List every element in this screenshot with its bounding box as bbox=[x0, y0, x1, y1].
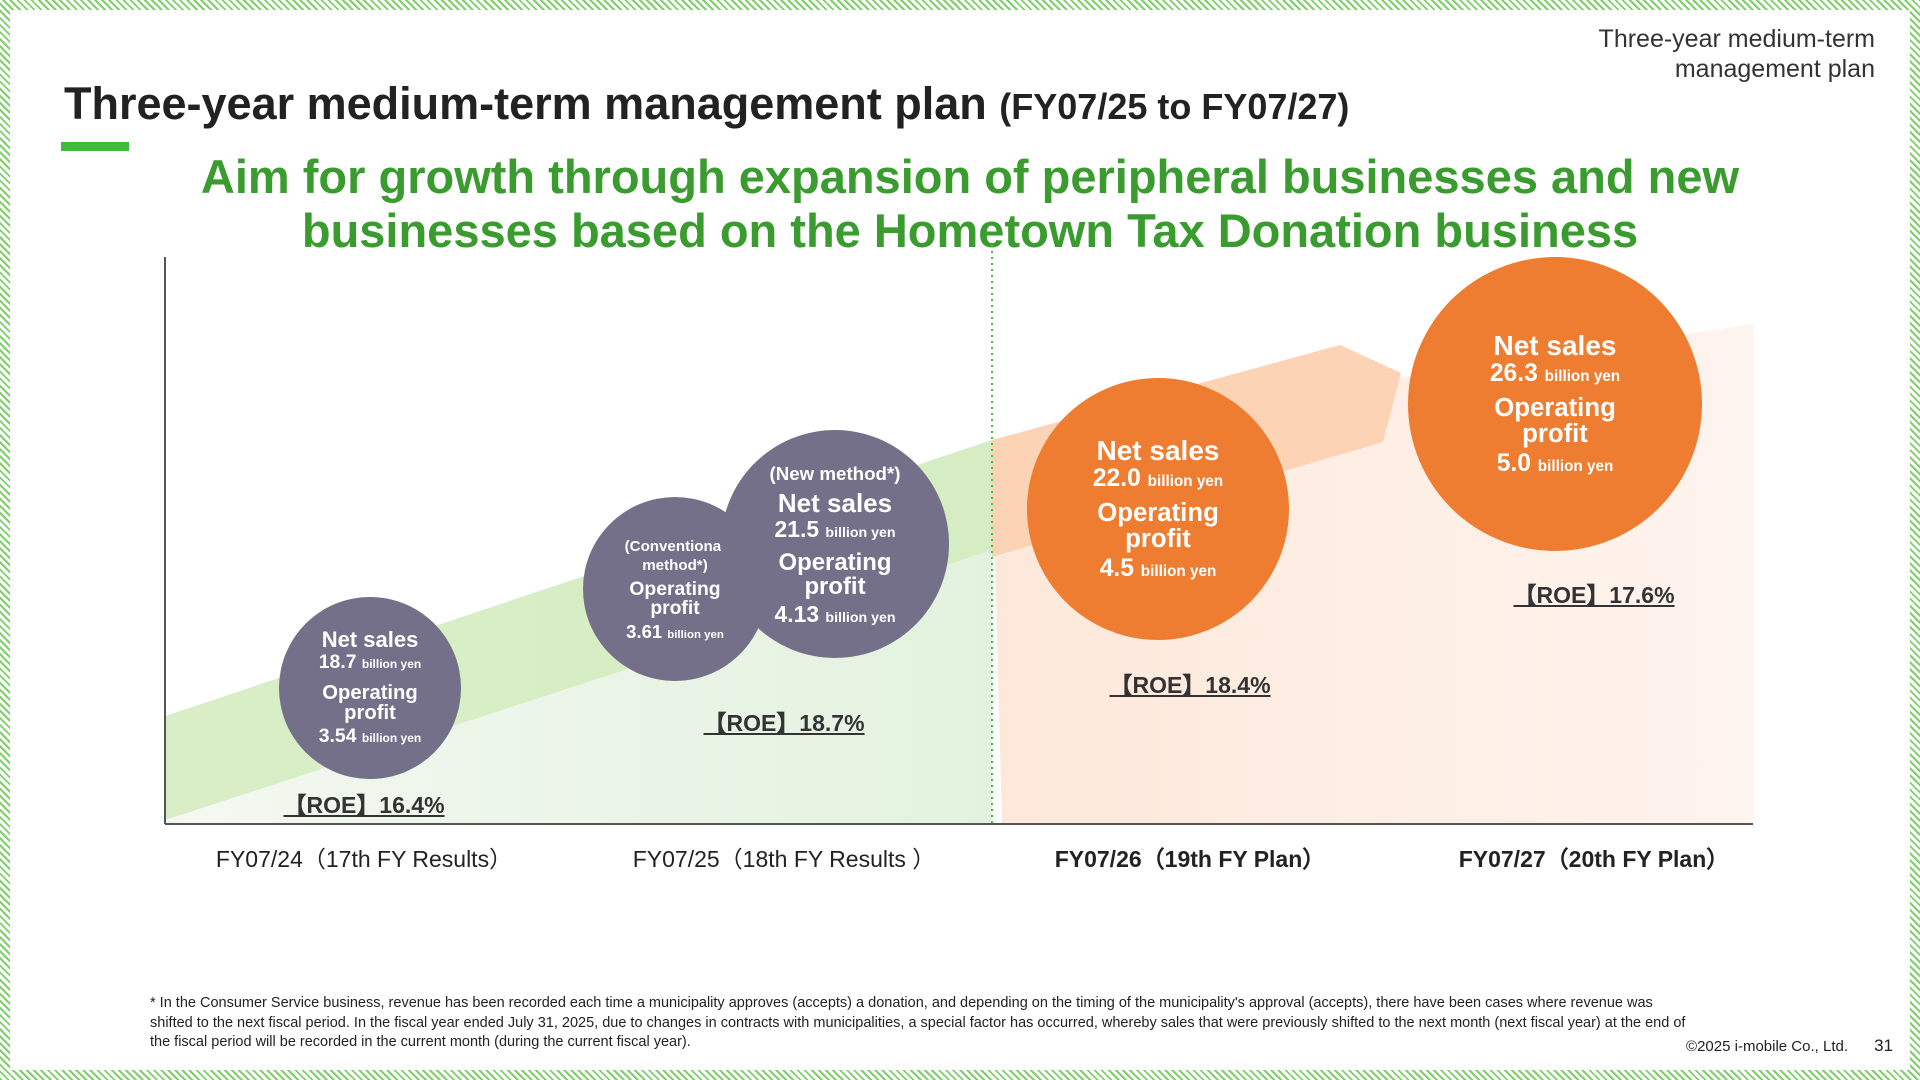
op-number: 3.61 bbox=[626, 620, 663, 642]
op-unit: billion yen bbox=[825, 610, 896, 627]
title-suffix: (FY07/25 to FY07/27) bbox=[999, 86, 1350, 127]
op-label: Operating profit bbox=[322, 681, 418, 724]
copyright: ©2025 i-mobile Co., Ltd. bbox=[1686, 1038, 1848, 1055]
op-number: 4.13 bbox=[774, 601, 820, 628]
op-label: Operating profit bbox=[1494, 394, 1616, 448]
net-sales-value: 18.7 billion yen bbox=[319, 653, 421, 672]
op-number: 4.5 bbox=[1099, 554, 1134, 582]
op-unit: billion yen bbox=[361, 731, 422, 746]
net-sales-value: 26.3 billion yen bbox=[1489, 359, 1621, 387]
period-label: FY07/27（20th FY Plan） bbox=[1458, 846, 1730, 872]
op-number: 3.54 bbox=[318, 725, 357, 748]
slide-body: Three-year medium-term management plan T… bbox=[10, 10, 1910, 1070]
op-unit: billion yen bbox=[1140, 562, 1217, 580]
period-label: FY07/25（18th FY Results ） bbox=[632, 846, 936, 872]
op-unit: billion yen bbox=[667, 628, 724, 641]
page-number: 31 bbox=[1874, 1036, 1893, 1055]
bubble: Net sales 22.0 billion yen Operating profi… bbox=[1027, 378, 1289, 640]
method-label: (Conventional method*) bbox=[624, 537, 726, 575]
period-label: FY07/24（17th FY Results） bbox=[215, 846, 513, 872]
bubble: Net sales 18.7 billion yen Operating profi… bbox=[279, 597, 461, 779]
net-sales-number: 21.5 bbox=[774, 516, 820, 543]
op-label: Operating profit bbox=[778, 549, 892, 601]
op-unit: billion yen bbox=[1537, 457, 1614, 475]
net-sales-number: 26.3 bbox=[1489, 359, 1538, 387]
period-label: FY07/26（19th FY Plan） bbox=[1054, 846, 1326, 872]
op-number: 5.0 bbox=[1496, 449, 1531, 477]
roe-label: 【ROE】17.6% bbox=[1513, 582, 1675, 608]
roe-label: 【ROE】18.7% bbox=[703, 710, 865, 736]
op-label: Operating profit bbox=[1097, 499, 1219, 553]
method-label: (New method*) bbox=[769, 463, 901, 485]
net-sales-number: 22.0 bbox=[1092, 464, 1141, 492]
net-sales-label: Net sales bbox=[1096, 434, 1220, 466]
net-sales-value: 21.5 billion yen bbox=[775, 518, 896, 541]
op-value: 4.13 billion yen bbox=[775, 603, 896, 626]
title-text: Three-year medium-term management plan bbox=[64, 78, 987, 129]
diagram bbox=[164, 245, 1753, 825]
net-sales-number: 18.7 bbox=[318, 651, 357, 674]
net-sales-unit: billion yen bbox=[1544, 367, 1621, 385]
net-sales-value: 22.0 billion yen bbox=[1092, 464, 1224, 492]
net-sales-label: Net sales bbox=[1493, 329, 1617, 361]
net-sales-unit: billion yen bbox=[825, 525, 896, 542]
net-sales-label: Net sales bbox=[777, 488, 893, 519]
footnote: * In the Consumer Service business, reve… bbox=[150, 995, 1686, 1050]
roe-label: 【ROE】16.4% bbox=[283, 792, 445, 818]
accent-bar bbox=[61, 142, 129, 151]
op-value: 5.0 billion yen bbox=[1496, 449, 1614, 477]
net-sales-label: Net sales bbox=[321, 627, 419, 653]
net-sales-unit: billion yen bbox=[1147, 472, 1224, 490]
op-value: 3.54 billion yen bbox=[319, 727, 421, 746]
roe-label: 【ROE】18.4% bbox=[1109, 672, 1271, 698]
bubble: Net sales 26.3 billion yen Operating profi… bbox=[1408, 257, 1702, 551]
op-value: 3.61 billion yen bbox=[626, 620, 724, 642]
op-label: Operating profit bbox=[629, 579, 721, 620]
title: Three-year medium-term management plan (… bbox=[64, 78, 1349, 130]
headline: Aim for growth through expansion of peri… bbox=[200, 150, 1740, 257]
net-sales-unit: billion yen bbox=[361, 657, 422, 672]
corner-label: Three-year medium-term management plan bbox=[1598, 25, 1875, 83]
bubble: (New method*) Net sales 21.5 billion yen Op… bbox=[721, 430, 949, 658]
op-value: 4.5 billion yen bbox=[1099, 554, 1217, 582]
